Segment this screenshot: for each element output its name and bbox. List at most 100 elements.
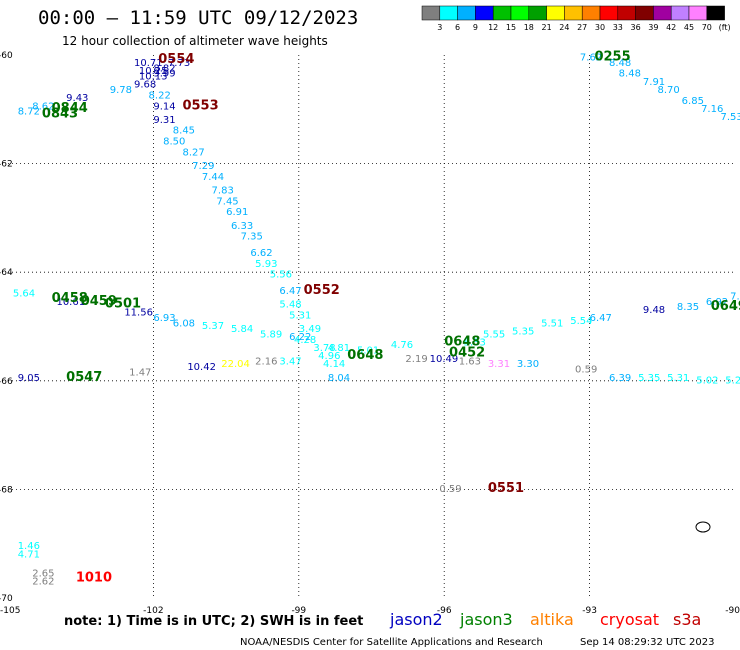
wave-height-value: 8.82 (153, 63, 175, 74)
longitude-tick-label: -96 (437, 606, 452, 616)
wave-height-value: 7.35 (241, 232, 263, 243)
wave-height-value: 10.25 (139, 66, 168, 77)
wave-height-value: 5.54 (570, 316, 592, 327)
color-legend: 3 6 9 12 15 18 21 24 27 30 33 36 39 42 45 70 (ft) (421, 5, 731, 32)
wave-height-value: 8.72 (18, 107, 40, 118)
legend-label: 12 (488, 23, 498, 32)
wave-height-value: 1.47 (129, 367, 151, 378)
legend-swatch (617, 5, 636, 21)
legend-label: 30 (595, 23, 605, 32)
satellite-legend: jason2 jason3 altika cryosat s3a (389, 610, 701, 629)
satellite-name: altika (530, 610, 574, 629)
wave-height-value: 5.48 (279, 299, 301, 310)
legend-label: 15 (506, 23, 516, 32)
wave-height-value: 7.45 (216, 196, 238, 207)
legend-swatch (599, 5, 619, 21)
wave-height-value: 7.83 (212, 185, 234, 196)
wave-height-value: 7.29 (192, 161, 214, 172)
wave-height-value: 5.51 (541, 319, 563, 330)
wave-height-value: 5.33 (464, 338, 486, 349)
pass-time-label: 0551 (488, 481, 524, 496)
longitude-tick-label: -90 (725, 606, 740, 616)
pass-time-label: 0843 (42, 106, 78, 121)
legend-swatch (492, 5, 512, 21)
wave-height-value: 6.62 (250, 248, 272, 259)
wave-height-value: 4.81 (328, 343, 350, 354)
wave-height-value: 9.43 (66, 93, 88, 104)
wave-height-value: 8.48 (619, 69, 641, 80)
wave-height-value: 5.01 (357, 346, 379, 357)
wave-height-value: 10.13 (139, 71, 168, 82)
legend-label: 39 (648, 23, 658, 32)
legend-swatch (546, 5, 565, 21)
latitude-tick-label: -62 (0, 160, 13, 170)
pass-time-label: 0452 (449, 345, 485, 360)
wave-height-value: 10.42 (187, 362, 216, 373)
pass-time-label: 0552 (304, 283, 340, 298)
wave-height-value: 2.62 (32, 576, 54, 587)
wave-height-value: 2.65 (32, 568, 54, 579)
wave-height-value: 6.93 (153, 313, 175, 324)
latitude-tick-label: -60 (0, 51, 13, 61)
wave-height-value: 6.33 (231, 221, 253, 232)
wave-height-value: 5.35 (512, 327, 534, 338)
legend-label: 70 (702, 23, 712, 32)
legend-label: 33 (613, 23, 623, 32)
wave-height-value: 8.70 (657, 85, 679, 96)
wave-height-value: 7.62 (580, 52, 602, 63)
legend-swatch (581, 5, 601, 21)
island-outline (695, 521, 711, 533)
wave-height-value: 9.14 (153, 101, 175, 112)
legend-swatch (670, 5, 690, 21)
legend-label: 6 (455, 23, 460, 32)
wave-height-value: 2.16 (255, 357, 277, 368)
pass-time-label: 0255 (594, 49, 630, 64)
legend-unit: (ft) (719, 23, 731, 32)
legend-swatch (635, 5, 654, 21)
legend-label: 24 (559, 23, 569, 32)
longitude-ticks: -105 -102 -99 -96 -93 -90 (0, 606, 740, 616)
graticule-grid (8, 55, 735, 598)
wave-height-value: 7.53 (720, 112, 740, 123)
wave-height-value: 6.91 (226, 207, 248, 218)
satellite-name: s3a (673, 610, 701, 629)
wave-height-value: 9.31 (153, 115, 175, 126)
legend-label: 3 (437, 23, 442, 32)
map-title: 00:00 – 11:59 UTC 09/12/2023 (38, 7, 358, 29)
wave-height-value: 5.55 (483, 329, 505, 340)
wave-height-value: 5.27 (725, 376, 740, 387)
legend-label: 18 (524, 23, 534, 32)
pass-time-label: 1010 (76, 571, 112, 586)
wave-height-value: 22.04 (221, 359, 250, 370)
legend-swatch (457, 5, 476, 21)
wave-height-value: 5.31 (289, 310, 311, 321)
legend-label: 36 (631, 23, 641, 32)
pass-time-label: 0648 (444, 335, 480, 350)
legend-label: 27 (577, 23, 587, 32)
legend-swatch (528, 5, 547, 21)
wave-height-value: 9.05 (18, 373, 40, 384)
pass-time-label: 0501 (105, 296, 141, 311)
wave-height-value: 6.47 (279, 286, 301, 297)
wave-height-value: 9.78 (110, 85, 132, 96)
wave-height-value: 3.47 (279, 357, 301, 368)
wave-height-value: 9.68 (134, 80, 156, 91)
wave-height-value: 8.22 (149, 90, 171, 101)
wave-height-value: 6.22 (289, 332, 311, 343)
latitude-tick-label: -66 (0, 377, 13, 387)
wave-height-value: 10.61 (56, 297, 85, 308)
wave-height-value: 1.63 (459, 357, 481, 368)
longitude-tick-label: -99 (291, 606, 306, 616)
wave-height-value: 3.31 (488, 359, 510, 370)
satellite-name: cryosat (600, 610, 659, 629)
map-subtitle: 12 hour collection of altimeter wave hei… (62, 34, 328, 48)
pass-time-label: 0649 (711, 299, 740, 314)
legend-label: 42 (666, 23, 676, 32)
wave-height-value: 4.14 (323, 359, 345, 370)
wave-height-value: 8.35 (677, 302, 699, 313)
legend-swatch (475, 5, 494, 21)
legend-swatch (688, 5, 708, 21)
